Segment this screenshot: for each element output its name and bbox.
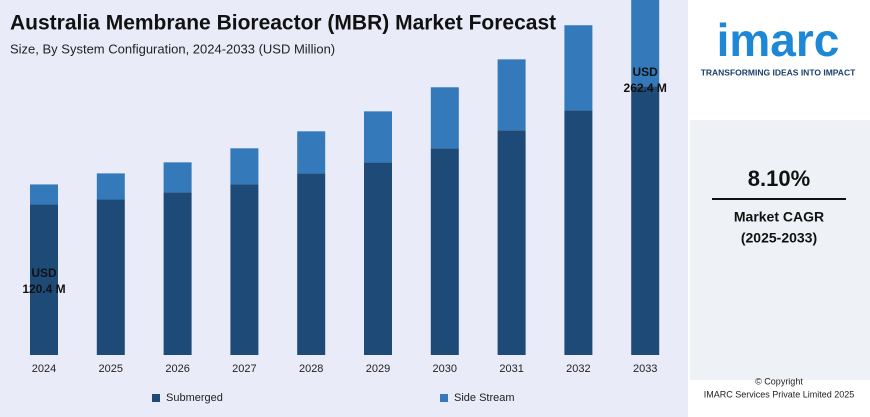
x-tick-label: 2030 xyxy=(433,363,457,375)
bar-segment xyxy=(430,87,459,149)
legend-swatch xyxy=(440,394,448,402)
x-tick-label: 2031 xyxy=(499,363,523,375)
bar-segment xyxy=(163,192,192,355)
cagr-value: 8.10% xyxy=(748,166,810,191)
x-tick-label: 2026 xyxy=(165,363,189,375)
x-tick-label: 2025 xyxy=(99,363,123,375)
annotation-value: 262.4 M xyxy=(624,81,667,95)
x-tick-label: 2032 xyxy=(566,363,590,375)
bar-segment xyxy=(30,204,58,355)
legend-label: Submerged xyxy=(166,392,223,404)
bar-segment xyxy=(163,162,192,193)
tagline: TRANSFORMING IDEAS INTO IMPACT xyxy=(701,67,856,77)
sidebar-bg xyxy=(690,120,870,380)
bar-segment xyxy=(631,86,660,356)
chart-title: Australia Membrane Bioreactor (MBR) Mark… xyxy=(10,12,556,35)
annotation-unit: USD xyxy=(633,65,659,79)
bar-segment xyxy=(631,0,660,87)
legend-label: Side Stream xyxy=(454,392,515,404)
x-tick-label: 2024 xyxy=(32,363,56,375)
bar-segment xyxy=(297,173,326,355)
bar-segment xyxy=(96,173,125,200)
bar-segment xyxy=(497,59,526,131)
annotation-unit: USD xyxy=(31,266,57,280)
bar-segment xyxy=(564,110,593,355)
bar-segment xyxy=(30,184,58,205)
bar-segment xyxy=(364,111,392,163)
x-tick-label: 2028 xyxy=(299,363,323,375)
copyright: © Copyright xyxy=(755,376,803,386)
bar-segment xyxy=(230,184,259,355)
x-tick-label: 2027 xyxy=(232,363,256,375)
bar-segment xyxy=(364,162,392,355)
cagr-label: Market CAGR xyxy=(734,209,824,225)
logo: imarc xyxy=(717,14,840,66)
company: IMARC Services Private Limited 2025 xyxy=(704,389,855,399)
cagr-period: (2025-2033) xyxy=(741,230,817,246)
bar-segment xyxy=(96,199,125,355)
annotation-value: 120.4 M xyxy=(22,282,65,296)
bar-segment xyxy=(497,130,526,355)
bar-segment xyxy=(564,25,593,111)
x-tick-label: 2029 xyxy=(366,363,390,375)
x-tick-label: 2033 xyxy=(633,363,657,375)
bar-segment xyxy=(430,148,459,355)
bar-segment xyxy=(297,131,326,174)
legend-swatch xyxy=(152,394,160,402)
bar-segment xyxy=(230,148,259,185)
chart-subtitle: Size, By System Configuration, 2024-2033… xyxy=(10,41,335,56)
